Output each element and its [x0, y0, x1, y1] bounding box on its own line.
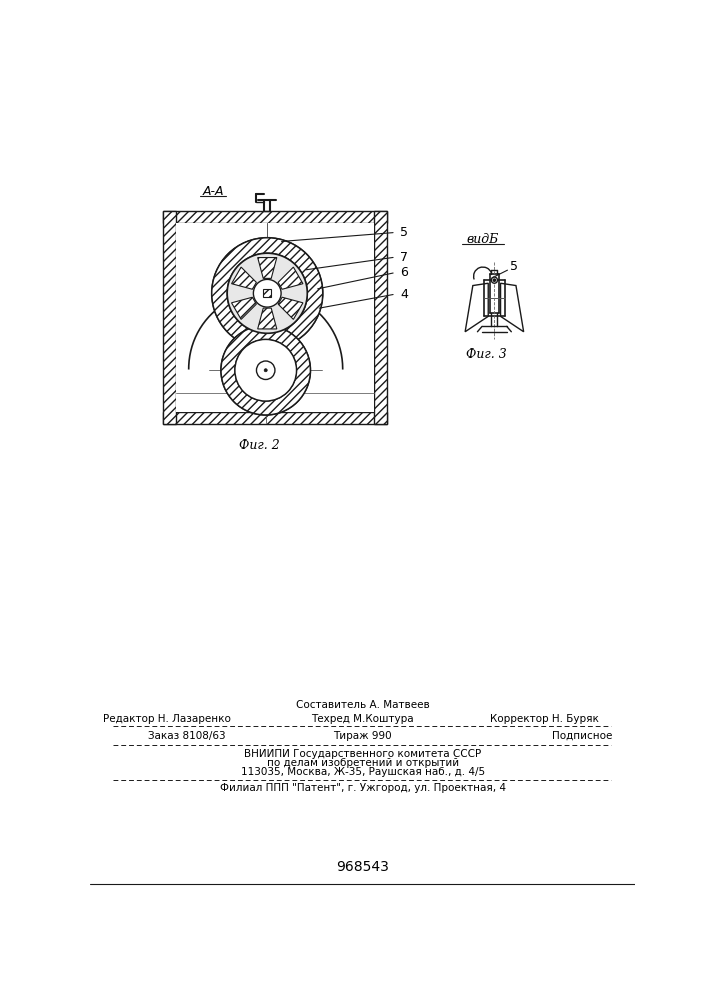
Text: 5: 5 [400, 226, 409, 239]
Circle shape [221, 326, 310, 415]
Text: Корректор Н. Буряк: Корректор Н. Буряк [490, 714, 599, 724]
Circle shape [493, 279, 496, 281]
Circle shape [212, 238, 322, 349]
Text: видБ: видБ [467, 233, 499, 246]
Circle shape [253, 279, 281, 307]
Text: 4: 4 [400, 288, 409, 301]
Polygon shape [231, 267, 257, 289]
Polygon shape [257, 308, 277, 329]
Polygon shape [374, 211, 387, 424]
Text: Тираж 990: Тираж 990 [334, 731, 392, 741]
Text: Фиг. 2: Фиг. 2 [239, 439, 280, 452]
Text: ВНИИПИ Государственного комитета СССР: ВНИИПИ Государственного комитета СССР [244, 749, 481, 759]
Text: по делам изобретений и открытий: по делам изобретений и открытий [267, 758, 459, 768]
Text: 113035, Москва, Ж-35, Раушская наб., д. 4/5: 113035, Москва, Ж-35, Раушская наб., д. … [240, 767, 485, 777]
Polygon shape [163, 412, 387, 424]
Polygon shape [501, 283, 524, 332]
Circle shape [257, 361, 275, 379]
Text: Редактор Н. Лазаренко: Редактор Н. Лазаренко [103, 714, 231, 724]
Polygon shape [264, 289, 271, 297]
Text: 5: 5 [510, 260, 518, 273]
Polygon shape [257, 258, 277, 278]
Circle shape [235, 339, 296, 401]
Polygon shape [231, 297, 257, 319]
Circle shape [491, 277, 498, 283]
Text: А-А: А-А [203, 185, 224, 198]
Circle shape [264, 369, 267, 372]
Polygon shape [278, 297, 303, 319]
Polygon shape [465, 283, 489, 332]
Text: 7: 7 [400, 251, 409, 264]
Circle shape [227, 253, 308, 333]
Polygon shape [175, 223, 374, 412]
Polygon shape [278, 267, 303, 289]
Text: Подписное: Подписное [552, 731, 612, 741]
Text: Филиал ППП "Патент", г. Ужгород, ул. Проектная, 4: Филиал ППП "Патент", г. Ужгород, ул. Про… [220, 783, 506, 793]
Polygon shape [163, 211, 175, 424]
Text: Техред М.Коштура: Техред М.Коштура [311, 714, 414, 724]
Text: Заказ 8108/63: Заказ 8108/63 [148, 731, 226, 741]
Text: 968543: 968543 [337, 860, 389, 874]
Text: Составитель А. Матвеев: Составитель А. Матвеев [296, 700, 430, 710]
Text: Фиг. 3: Фиг. 3 [467, 348, 507, 361]
Polygon shape [163, 211, 387, 223]
Text: 6: 6 [400, 266, 409, 279]
